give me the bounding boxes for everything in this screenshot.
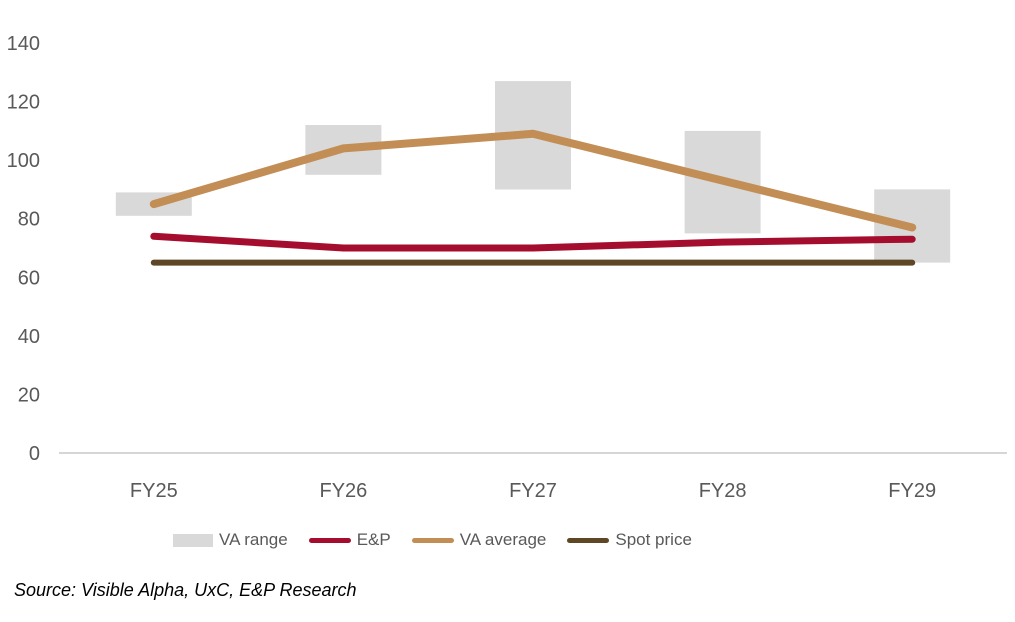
legend-label-ep: E&P	[356, 530, 391, 549]
x-axis-label: FY26	[319, 480, 367, 502]
x-axis-label: FY28	[699, 480, 747, 502]
spot-price-swatch-icon	[567, 537, 610, 543]
y-axis-tick: 60	[18, 267, 40, 289]
legend-item-spot-price: Spot price	[567, 530, 692, 550]
legend-label-spot-price: Spot price	[615, 530, 692, 549]
y-axis-tick: 40	[18, 326, 40, 348]
va-range-swatch-icon	[173, 533, 213, 547]
legend-label-va-average: VA average	[459, 530, 547, 549]
ep-swatch-icon	[308, 537, 351, 543]
va-average-line	[149, 129, 917, 232]
y-axis-tick: 20	[18, 384, 40, 406]
legend-item-ep: E&P	[308, 530, 391, 550]
source-note: Source: Visible Alpha, UxC, E&P Research	[14, 580, 357, 600]
plot-area: 0 20 40 60 80 100 120 140 FY25 FY26 FY27 FY28 FY29	[7, 33, 1007, 502]
legend-label-va-range: VA range	[219, 530, 288, 549]
x-axis-label: FY29	[888, 480, 936, 502]
y-axis-tick: 80	[18, 209, 40, 231]
legend-item-va-range: VA range	[173, 530, 288, 550]
y-axis-tick: 140	[7, 33, 40, 55]
y-axis-tick: 0	[29, 443, 40, 465]
x-axis-label: FY27	[509, 480, 557, 502]
y-axis-tick: 100	[7, 150, 40, 172]
ep-line	[150, 232, 916, 252]
chart-legend: VA range E&P VA average Spot price	[173, 530, 692, 550]
legend-item-va-average: VA average	[411, 530, 547, 550]
y-axis-tick: 120	[7, 92, 40, 114]
va-average-swatch-icon	[411, 537, 454, 543]
x-axis-label: FY25	[130, 480, 178, 502]
